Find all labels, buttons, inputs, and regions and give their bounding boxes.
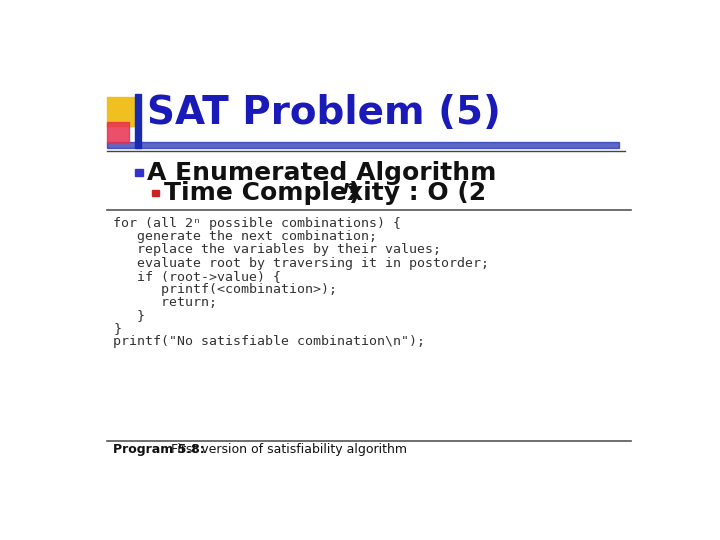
Text: Program 5.8:: Program 5.8:: [113, 443, 205, 456]
Text: generate the next combination;: generate the next combination;: [113, 231, 377, 244]
Text: A Enumerated Algorithm: A Enumerated Algorithm: [148, 160, 497, 185]
Text: return;: return;: [113, 296, 217, 309]
Bar: [107, 97, 137, 126]
Text: ): ): [349, 181, 360, 205]
Text: SAT Problem (5): SAT Problem (5): [148, 93, 501, 132]
Text: Time Complexity : O (2: Time Complexity : O (2: [163, 181, 486, 205]
Text: }: }: [113, 309, 145, 322]
Text: printf("No satisfiable combination\n");: printf("No satisfiable combination\n");: [113, 335, 426, 348]
Text: replace the variables by their values;: replace the variables by their values;: [113, 244, 441, 256]
Text: if (root->value) {: if (root->value) {: [113, 269, 282, 282]
Bar: [135, 168, 143, 177]
Text: }: }: [113, 322, 121, 335]
Text: evaluate root by traversing it in postorder;: evaluate root by traversing it in postor…: [113, 256, 490, 269]
Text: n: n: [343, 179, 356, 197]
Text: for (all 2ⁿ possible combinations) {: for (all 2ⁿ possible combinations) {: [113, 217, 401, 230]
Text: printf(<combination>);: printf(<combination>);: [113, 283, 337, 296]
Bar: [107, 142, 618, 148]
Text: First version of satisfiability algorithm: First version of satisfiability algorith…: [167, 443, 408, 456]
Bar: [152, 190, 159, 197]
Bar: [107, 122, 129, 143]
Bar: [135, 94, 141, 148]
